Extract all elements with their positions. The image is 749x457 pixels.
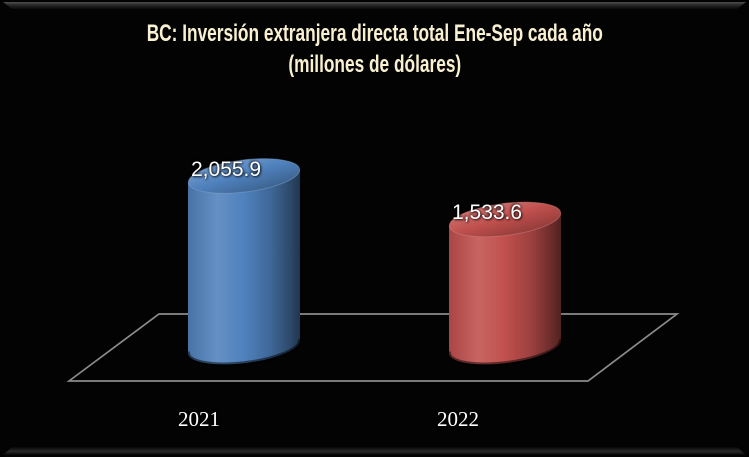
- data-label-2021: 2,055.9: [191, 158, 262, 181]
- chart-title-line2: (millones de dólares): [288, 51, 461, 78]
- cylinder-2021: [186, 158, 302, 367]
- chart-title: BC: Inversión extranjera directa total E…: [0, 18, 749, 80]
- floor-outline: [66, 313, 680, 382]
- chart-title-line1: BC: Inversión extranjera directa total E…: [146, 20, 603, 47]
- frame-bevel-top: [3, 2, 746, 9]
- category-label-2021: 2021: [178, 407, 220, 431]
- frame-bevel-bottom: [3, 447, 746, 455]
- cylinder-2022: [447, 201, 563, 367]
- data-label-2022: 1,533.6: [452, 201, 523, 225]
- category-label-2022: 2022: [437, 407, 479, 431]
